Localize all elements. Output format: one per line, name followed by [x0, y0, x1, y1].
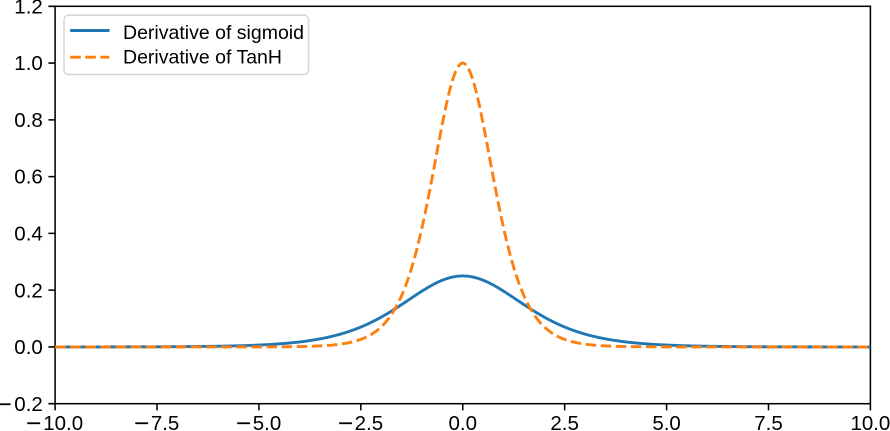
- svg-text:0.6: 0.6: [14, 166, 43, 189]
- svg-text:7.5: 7.5: [754, 412, 783, 431]
- svg-text:5.0: 5.0: [253, 412, 282, 431]
- svg-text:0.8: 0.8: [14, 109, 43, 132]
- svg-text:Derivative of sigmoid: Derivative of sigmoid: [123, 22, 304, 44]
- svg-text:Derivative of TanH: Derivative of TanH: [123, 47, 282, 69]
- svg-text:5.0: 5.0: [652, 412, 681, 431]
- svg-text:10.0: 10.0: [43, 412, 83, 431]
- svg-text:0.2: 0.2: [14, 279, 43, 302]
- svg-text:7.5: 7.5: [151, 412, 180, 431]
- svg-text:0.4: 0.4: [14, 222, 43, 245]
- svg-text:2.5: 2.5: [550, 412, 579, 431]
- svg-text:1.2: 1.2: [14, 0, 43, 18]
- svg-text:10.0: 10.0: [850, 412, 890, 431]
- svg-text:0.2: 0.2: [14, 393, 43, 416]
- svg-text:0.0: 0.0: [14, 336, 43, 359]
- svg-text:0.0: 0.0: [449, 412, 478, 431]
- svg-text:1.0: 1.0: [14, 52, 43, 75]
- svg-text:2.5: 2.5: [355, 412, 384, 431]
